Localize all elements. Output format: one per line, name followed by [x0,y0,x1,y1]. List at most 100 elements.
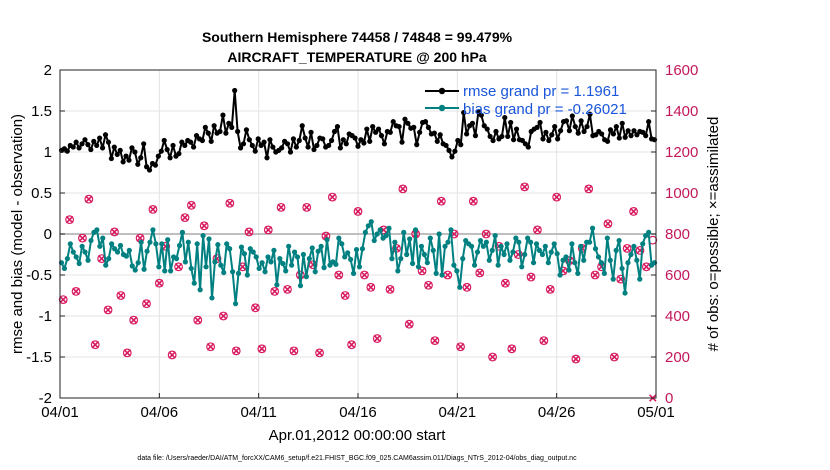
rmse-point [343,141,349,147]
bias-point [442,243,448,249]
rmse-point [328,137,335,144]
rmse-point [411,124,417,130]
obs-assimilated-marker [405,320,414,328]
obs-possible-marker [315,348,324,358]
obs-assimilated-stroke [117,291,125,300]
rmse-point [557,128,564,134]
obs-assimilated-marker [174,263,183,271]
bias-point [495,262,501,268]
rmse-point [437,132,443,138]
obs-assimilated-marker [232,347,241,355]
obs-assimilated-stroke [219,312,228,320]
rmse-point [455,137,461,144]
rmse-point [284,141,291,147]
bias-point [409,260,416,267]
rmse-point [552,123,558,130]
bias-point [256,265,262,272]
rmse-point [158,148,164,154]
obs-possible-marker [302,202,312,212]
bias-point [129,263,135,269]
y-right-tick-label: 0 [665,390,673,407]
x-tick-label: 04/11 [240,404,276,421]
obs-assimilated-marker [584,185,593,193]
bias-point [215,242,221,248]
obs-possible-marker [180,213,190,223]
bias-point [578,243,584,249]
bias-point [168,268,174,274]
obs-assimilated-stroke [520,183,529,191]
rmse-point [94,142,100,149]
rmse-point [513,126,520,132]
obs-assimilated-stroke [475,269,484,277]
obs-possible-marker [251,303,260,313]
rmse-point [537,119,543,126]
y-left-tick-label: -2 [39,390,52,407]
x-tick-label: 04/16 [339,404,377,421]
bias-point [589,225,596,231]
rmse-point [88,146,94,153]
bias-point [392,239,398,245]
bias-point [144,248,150,254]
obs-assimilated-marker [59,295,67,304]
obs-assimilated-marker [245,228,253,236]
bias-point [619,265,625,272]
bias-point [135,260,141,266]
bias-point [483,239,489,245]
obs-possible-marker [436,196,446,206]
rmse-point [616,135,622,141]
bias-point [598,260,605,266]
bias-point [277,256,283,262]
rmse-point [587,111,593,117]
bias-point [85,257,91,263]
obs-possible-marker [244,227,254,237]
obs-assimilated-stroke [386,285,394,294]
rmse-point [572,123,578,130]
rmse-point [631,128,637,134]
obs-assimilated-marker [78,234,87,242]
bias-point [185,239,191,245]
line-layer [58,87,658,307]
bias-point [126,247,132,253]
rmse-point [305,144,311,150]
bias-point [448,227,454,233]
obs-assimilated-stroke [226,199,234,208]
obs-assimilated-stroke [572,355,580,363]
bias-point [306,256,312,262]
obs-assimilated-stroke [104,306,112,314]
rmse-point [141,141,147,147]
bias-point [457,284,463,290]
rmse-point [155,153,161,159]
rmse-point [129,145,135,151]
bias-point [336,235,342,241]
obs-assimilated-stroke [232,347,241,355]
rmse-point [546,137,552,144]
obs-possible-marker [116,291,126,300]
bias-point [117,242,124,249]
obs-assimilated-stroke [335,271,343,279]
bias-point [368,219,374,225]
rmse-point [367,138,373,144]
obs-possible-marker [122,348,132,358]
obs-possible-marker [372,334,382,343]
rmse-point [334,123,341,130]
rmse-point [302,135,308,141]
y-right-tick-label: 800 [665,226,690,243]
obs-assimilated-stroke [129,316,138,324]
obs-assimilated-stroke [591,271,599,279]
rmse-point [293,144,299,150]
obs-possible-marker [539,336,549,346]
obs-assimilated-stroke [123,349,132,357]
rmse-point [264,155,270,161]
bias-point [489,247,495,253]
bias-point [436,231,442,237]
bias-point [554,251,560,257]
bias-point [70,249,76,255]
rmse-point [123,153,129,159]
obs-assimilated-stroke [142,299,151,308]
obs-assimilated-stroke [309,260,317,269]
bias-point [94,227,100,233]
bias-point [604,235,610,241]
rmse-point [299,123,305,129]
rmse-point [443,142,449,149]
